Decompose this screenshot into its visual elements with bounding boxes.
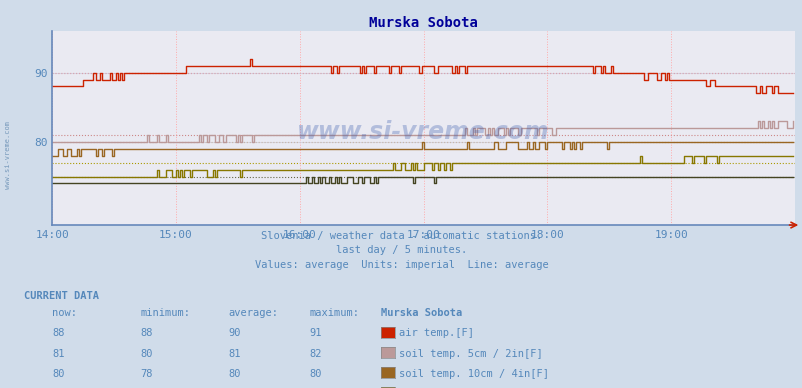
Text: air temp.[F]: air temp.[F] bbox=[399, 328, 473, 338]
Text: 81: 81 bbox=[229, 348, 241, 359]
Text: Slovenia / weather data - automatic stations.: Slovenia / weather data - automatic stat… bbox=[261, 230, 541, 241]
Text: last day / 5 minutes.: last day / 5 minutes. bbox=[335, 245, 467, 255]
Text: 88: 88 bbox=[52, 328, 65, 338]
Text: Murska Sobota: Murska Sobota bbox=[381, 308, 462, 318]
Text: 90: 90 bbox=[229, 328, 241, 338]
Text: 80: 80 bbox=[140, 348, 153, 359]
Text: 80: 80 bbox=[309, 369, 322, 379]
Text: 88: 88 bbox=[140, 328, 153, 338]
Text: 78: 78 bbox=[140, 369, 153, 379]
Text: Values: average  Units: imperial  Line: average: Values: average Units: imperial Line: av… bbox=[254, 260, 548, 270]
Text: CURRENT DATA: CURRENT DATA bbox=[24, 291, 99, 301]
Text: 91: 91 bbox=[309, 328, 322, 338]
Text: soil temp. 10cm / 4in[F]: soil temp. 10cm / 4in[F] bbox=[399, 369, 549, 379]
Text: soil temp. 5cm / 2in[F]: soil temp. 5cm / 2in[F] bbox=[399, 348, 542, 359]
Text: average:: average: bbox=[229, 308, 278, 318]
Text: www.si-vreme.com: www.si-vreme.com bbox=[5, 121, 11, 189]
Title: Murska Sobota: Murska Sobota bbox=[369, 16, 477, 30]
Text: www.si-vreme.com: www.si-vreme.com bbox=[297, 120, 549, 144]
Text: 80: 80 bbox=[229, 369, 241, 379]
Text: 82: 82 bbox=[309, 348, 322, 359]
Text: 81: 81 bbox=[52, 348, 65, 359]
Text: now:: now: bbox=[52, 308, 77, 318]
Text: 80: 80 bbox=[52, 369, 65, 379]
Text: maximum:: maximum: bbox=[309, 308, 358, 318]
Text: minimum:: minimum: bbox=[140, 308, 190, 318]
